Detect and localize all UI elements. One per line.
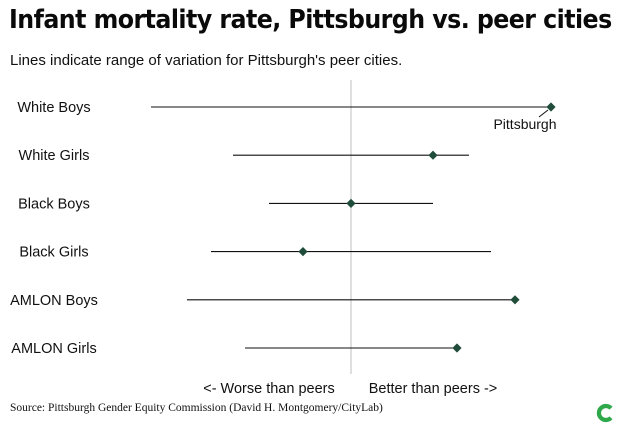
row-label-black-boys: Black Boys — [18, 196, 90, 212]
dot-range-chart: White Boys White Girls Black Boys Black Gir… — [10, 80, 557, 397]
row-label-white-boys: White Boys — [17, 100, 90, 116]
chart-title: Infant mortality rate, Pittsburgh vs. pe… — [9, 5, 612, 35]
row-label-black-girls: Black Girls — [19, 245, 88, 261]
row-label-amlon-girls: AMLON Girls — [11, 341, 96, 357]
pittsburgh-marker-amlon-girls — [452, 343, 462, 353]
chart-subtitle: Lines indicate range of variation for Pi… — [10, 52, 403, 69]
pittsburgh-marker-white-boys — [546, 102, 556, 112]
row-label-amlon-boys: AMLON Boys — [10, 293, 98, 309]
pittsburgh-marker-white-girls — [428, 150, 438, 160]
pittsburgh-marker-black-girls — [298, 247, 308, 257]
citylab-logo-icon — [596, 403, 613, 423]
worse-than-peers-label: <- Worse than peers — [203, 381, 335, 397]
chart-rows: White Boys White Girls Black Boys Black Gir… — [10, 100, 556, 357]
better-than-peers-label: Better than peers -> — [369, 381, 498, 397]
annotation-leader — [538, 109, 549, 118]
source-note: Source: Pittsburgh Gender Equity Commiss… — [10, 402, 383, 414]
row-label-white-girls: White Girls — [19, 148, 90, 164]
pittsburgh-marker-amlon-boys — [510, 295, 520, 305]
pittsburgh-marker-black-boys — [346, 198, 356, 208]
pittsburgh-annotation: Pittsburgh — [493, 116, 556, 132]
